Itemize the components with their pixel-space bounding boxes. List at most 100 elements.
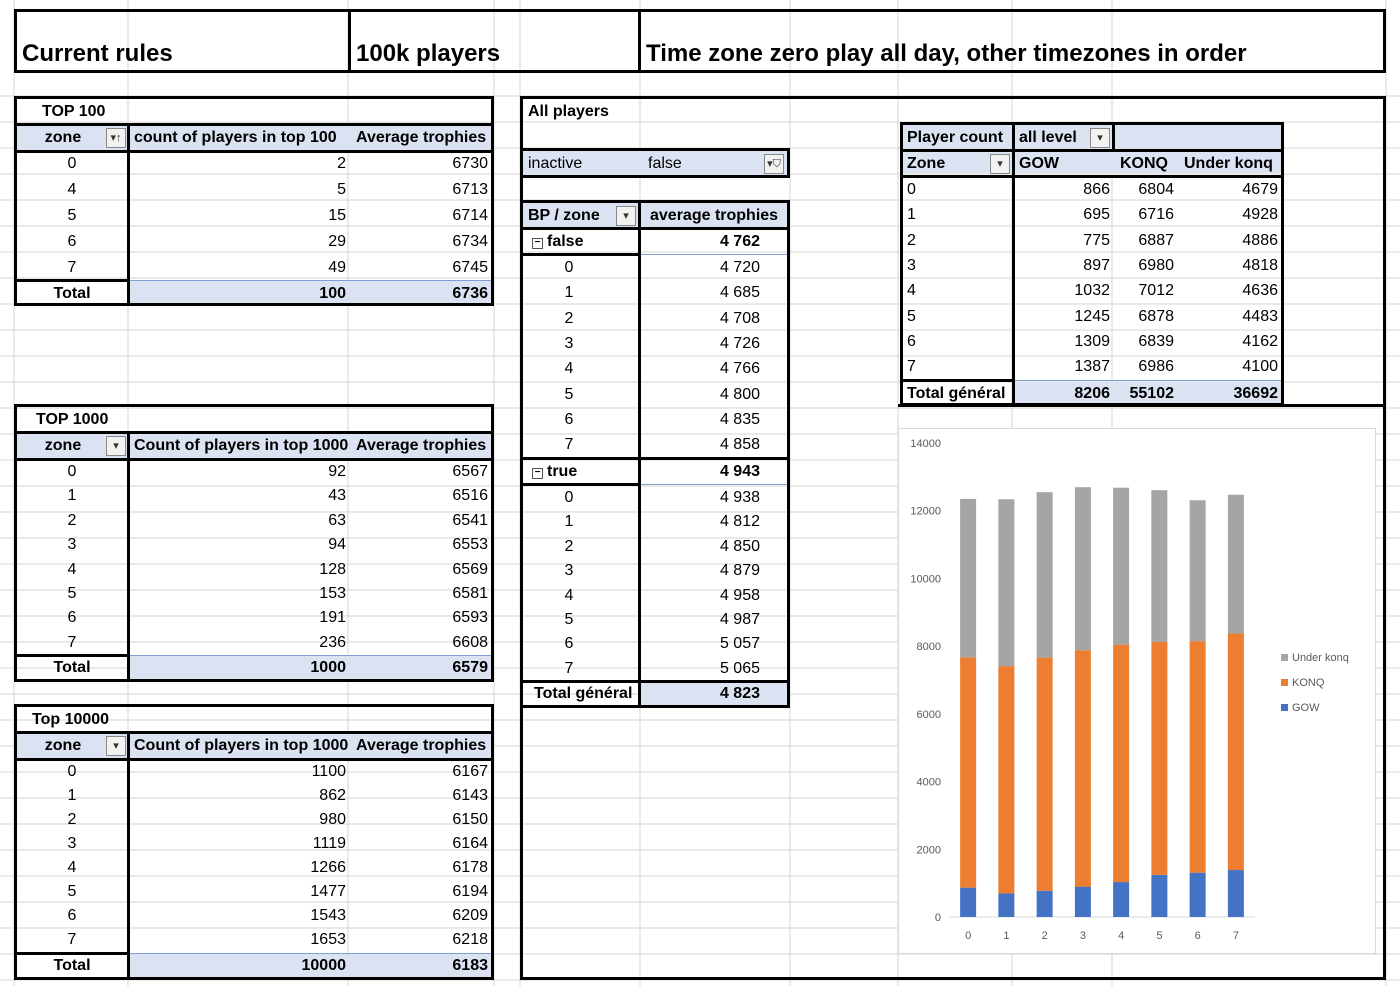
top10000-row-cell: 6143 <box>452 787 488 804</box>
top10000-row-cell: 4 <box>67 859 77 876</box>
inactive-filter <box>520 148 790 178</box>
top1000-row-cell: 6516 <box>452 487 488 505</box>
pc-row-cell: 4818 <box>1242 256 1278 274</box>
true-zone-row-cell: 4 958 <box>719 586 760 604</box>
top1000-total-label: Total <box>53 659 91 676</box>
top1000-zone-filter-icon[interactable]: ▾ <box>106 436 126 456</box>
top100-row-cell: 5 <box>337 181 346 198</box>
top1000-total-avg: 6579 <box>452 659 488 676</box>
true-zone-row-cell: 5 065 <box>719 659 760 677</box>
top1000-row-cell: 94 <box>328 536 346 554</box>
top10000-row-cell: 5 <box>67 883 77 900</box>
legend-swatch <box>1281 704 1288 711</box>
top10000-total-avg: 6183 <box>452 957 488 974</box>
false-zone-row-cell: 0 <box>564 259 574 276</box>
pc-row-cell: 6716 <box>1138 206 1174 224</box>
true-zone-row-cell: 5 057 <box>719 635 760 653</box>
top10000-row-cell: 1653 <box>310 931 346 948</box>
top100-row-cell: 6734 <box>452 233 488 250</box>
top10000-row-cell: 1119 <box>312 835 346 852</box>
top10000-zone-filter-icon[interactable]: ▾ <box>106 736 126 756</box>
false-zone-row-cell: 4 858 <box>719 436 760 454</box>
top1000-row-cell: 6569 <box>452 560 488 578</box>
bar-gow <box>1036 890 1053 917</box>
bar-konq <box>1227 633 1244 871</box>
top1000-header-avg: Average trophies <box>356 437 487 454</box>
pc-row-cell: 897 <box>1083 256 1110 274</box>
pc-row-cell: 695 <box>1083 206 1110 224</box>
pc-row-cell: 2 <box>907 231 916 249</box>
top1000-row-cell: 4 <box>67 560 77 578</box>
pc-row-cell: 6804 <box>1138 181 1174 198</box>
bar-gow <box>1074 886 1091 917</box>
false-zone-row-cell: 4 726 <box>719 334 760 352</box>
top10000-header-avg: Average trophies <box>356 737 487 754</box>
avg-trophies-header: average trophies <box>650 207 779 224</box>
top1000-row-cell: 6593 <box>452 609 488 627</box>
x-tick-label: 5 <box>1156 930 1162 942</box>
inactive-filter-funnel-icon[interactable]: ▾⛉ <box>764 154 784 174</box>
top1000-row-cell: 236 <box>319 633 346 651</box>
top10000-row-cell: 6150 <box>452 811 488 828</box>
false-zone-row-cell: 4 <box>564 360 574 378</box>
top1000-row-cell: 153 <box>319 585 346 602</box>
false-zone-row-cell: 1 <box>564 284 574 302</box>
x-tick-label: 1 <box>1003 930 1009 942</box>
top10000-row-cell: 6167 <box>452 763 488 780</box>
y-tick-label: 12000 <box>910 506 941 518</box>
bp-total-value: 4 823 <box>719 685 760 702</box>
top100-zone-sort-icon[interactable]: ▾↑ <box>106 128 126 148</box>
y-tick-label: 6000 <box>917 709 941 721</box>
false-zone-row-cell: 3 <box>564 334 574 352</box>
top1000-row-cell: 2 <box>67 511 77 529</box>
collapse-icon[interactable]: − <box>532 238 543 249</box>
x-tick-label: 0 <box>965 930 971 942</box>
top1000-row-cell: 6608 <box>452 633 488 651</box>
pc-row-cell: 4483 <box>1242 307 1278 325</box>
false-zone-row-cell: 5 <box>564 385 574 403</box>
top1000-row-cell: 5 <box>67 585 77 602</box>
top1000-row-cell: 128 <box>319 560 346 578</box>
true-zone-row-cell: 3 <box>564 562 574 580</box>
group-true-toggle[interactable]: − true <box>532 460 577 484</box>
inactive-filter-value: false <box>648 155 682 172</box>
top10000-row-cell: 6218 <box>452 931 488 948</box>
top1000-row-cell: 3 <box>67 536 77 554</box>
top1000-row-cell: 6581 <box>452 585 488 602</box>
true-zone-row-cell: 5 <box>564 611 574 628</box>
bp-zone-filter-icon[interactable]: ▾ <box>616 206 636 226</box>
bar-gow <box>998 893 1015 917</box>
group-true-label: true <box>547 463 578 480</box>
bar-under-konq <box>1036 492 1053 658</box>
pc-row-cell: 1 <box>907 206 916 224</box>
pc-row-cell: 4679 <box>1242 181 1278 198</box>
pc-row-cell: 6986 <box>1138 358 1174 376</box>
pc-row-cell: 4162 <box>1242 332 1278 350</box>
player-count-filter-value: all level <box>1019 129 1077 146</box>
top100-row-cell: 5 <box>67 207 77 224</box>
bar-konq <box>1189 641 1206 873</box>
false-zone-row-cell: 7 <box>564 436 574 454</box>
pc-row-cell: 775 <box>1083 231 1110 249</box>
true-zone-row-cell: 4 938 <box>719 489 760 506</box>
top100-row-cell: 6714 <box>452 207 488 224</box>
true-zone-row-cell: 1 <box>564 513 574 531</box>
stacked-bar-chart[interactable]: 0 2000 4000 6000 8000 10000 12000 14000 0 1 2 3 4 5 6 7… <box>898 428 1376 954</box>
top10000-row-cell: 862 <box>319 787 346 804</box>
inactive-filter-label: inactive <box>528 155 583 172</box>
pc-header-gow: GOW <box>1019 155 1059 172</box>
pc-row-cell: 6887 <box>1138 231 1174 249</box>
pc-row-cell: 4928 <box>1242 206 1278 224</box>
pc-header-zone: Zone <box>907 155 946 172</box>
bp-total-label: Total général <box>534 685 633 702</box>
level-filter-icon[interactable]: ▾ <box>1090 128 1110 148</box>
pc-total-gow: 8206 <box>1074 385 1110 402</box>
top1000-row-cell: 6541 <box>452 511 488 529</box>
group-false-toggle[interactable]: − false <box>532 230 583 254</box>
y-tick-label: 14000 <box>910 438 941 450</box>
top100-row-cell: 7 <box>67 259 77 276</box>
collapse-icon[interactable]: − <box>532 468 543 479</box>
top10000-row-cell: 1100 <box>311 763 346 780</box>
pc-zone-filter-icon[interactable]: ▾ <box>990 154 1010 174</box>
bar-konq <box>960 657 977 888</box>
